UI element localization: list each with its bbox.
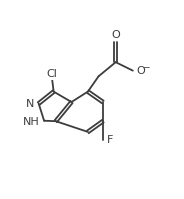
Text: F: F [106,135,113,145]
Text: O: O [136,66,145,76]
Text: O: O [111,30,120,40]
Text: Cl: Cl [46,69,57,79]
Text: −: − [142,62,150,71]
Text: N: N [26,99,34,109]
Text: NH: NH [23,117,40,127]
